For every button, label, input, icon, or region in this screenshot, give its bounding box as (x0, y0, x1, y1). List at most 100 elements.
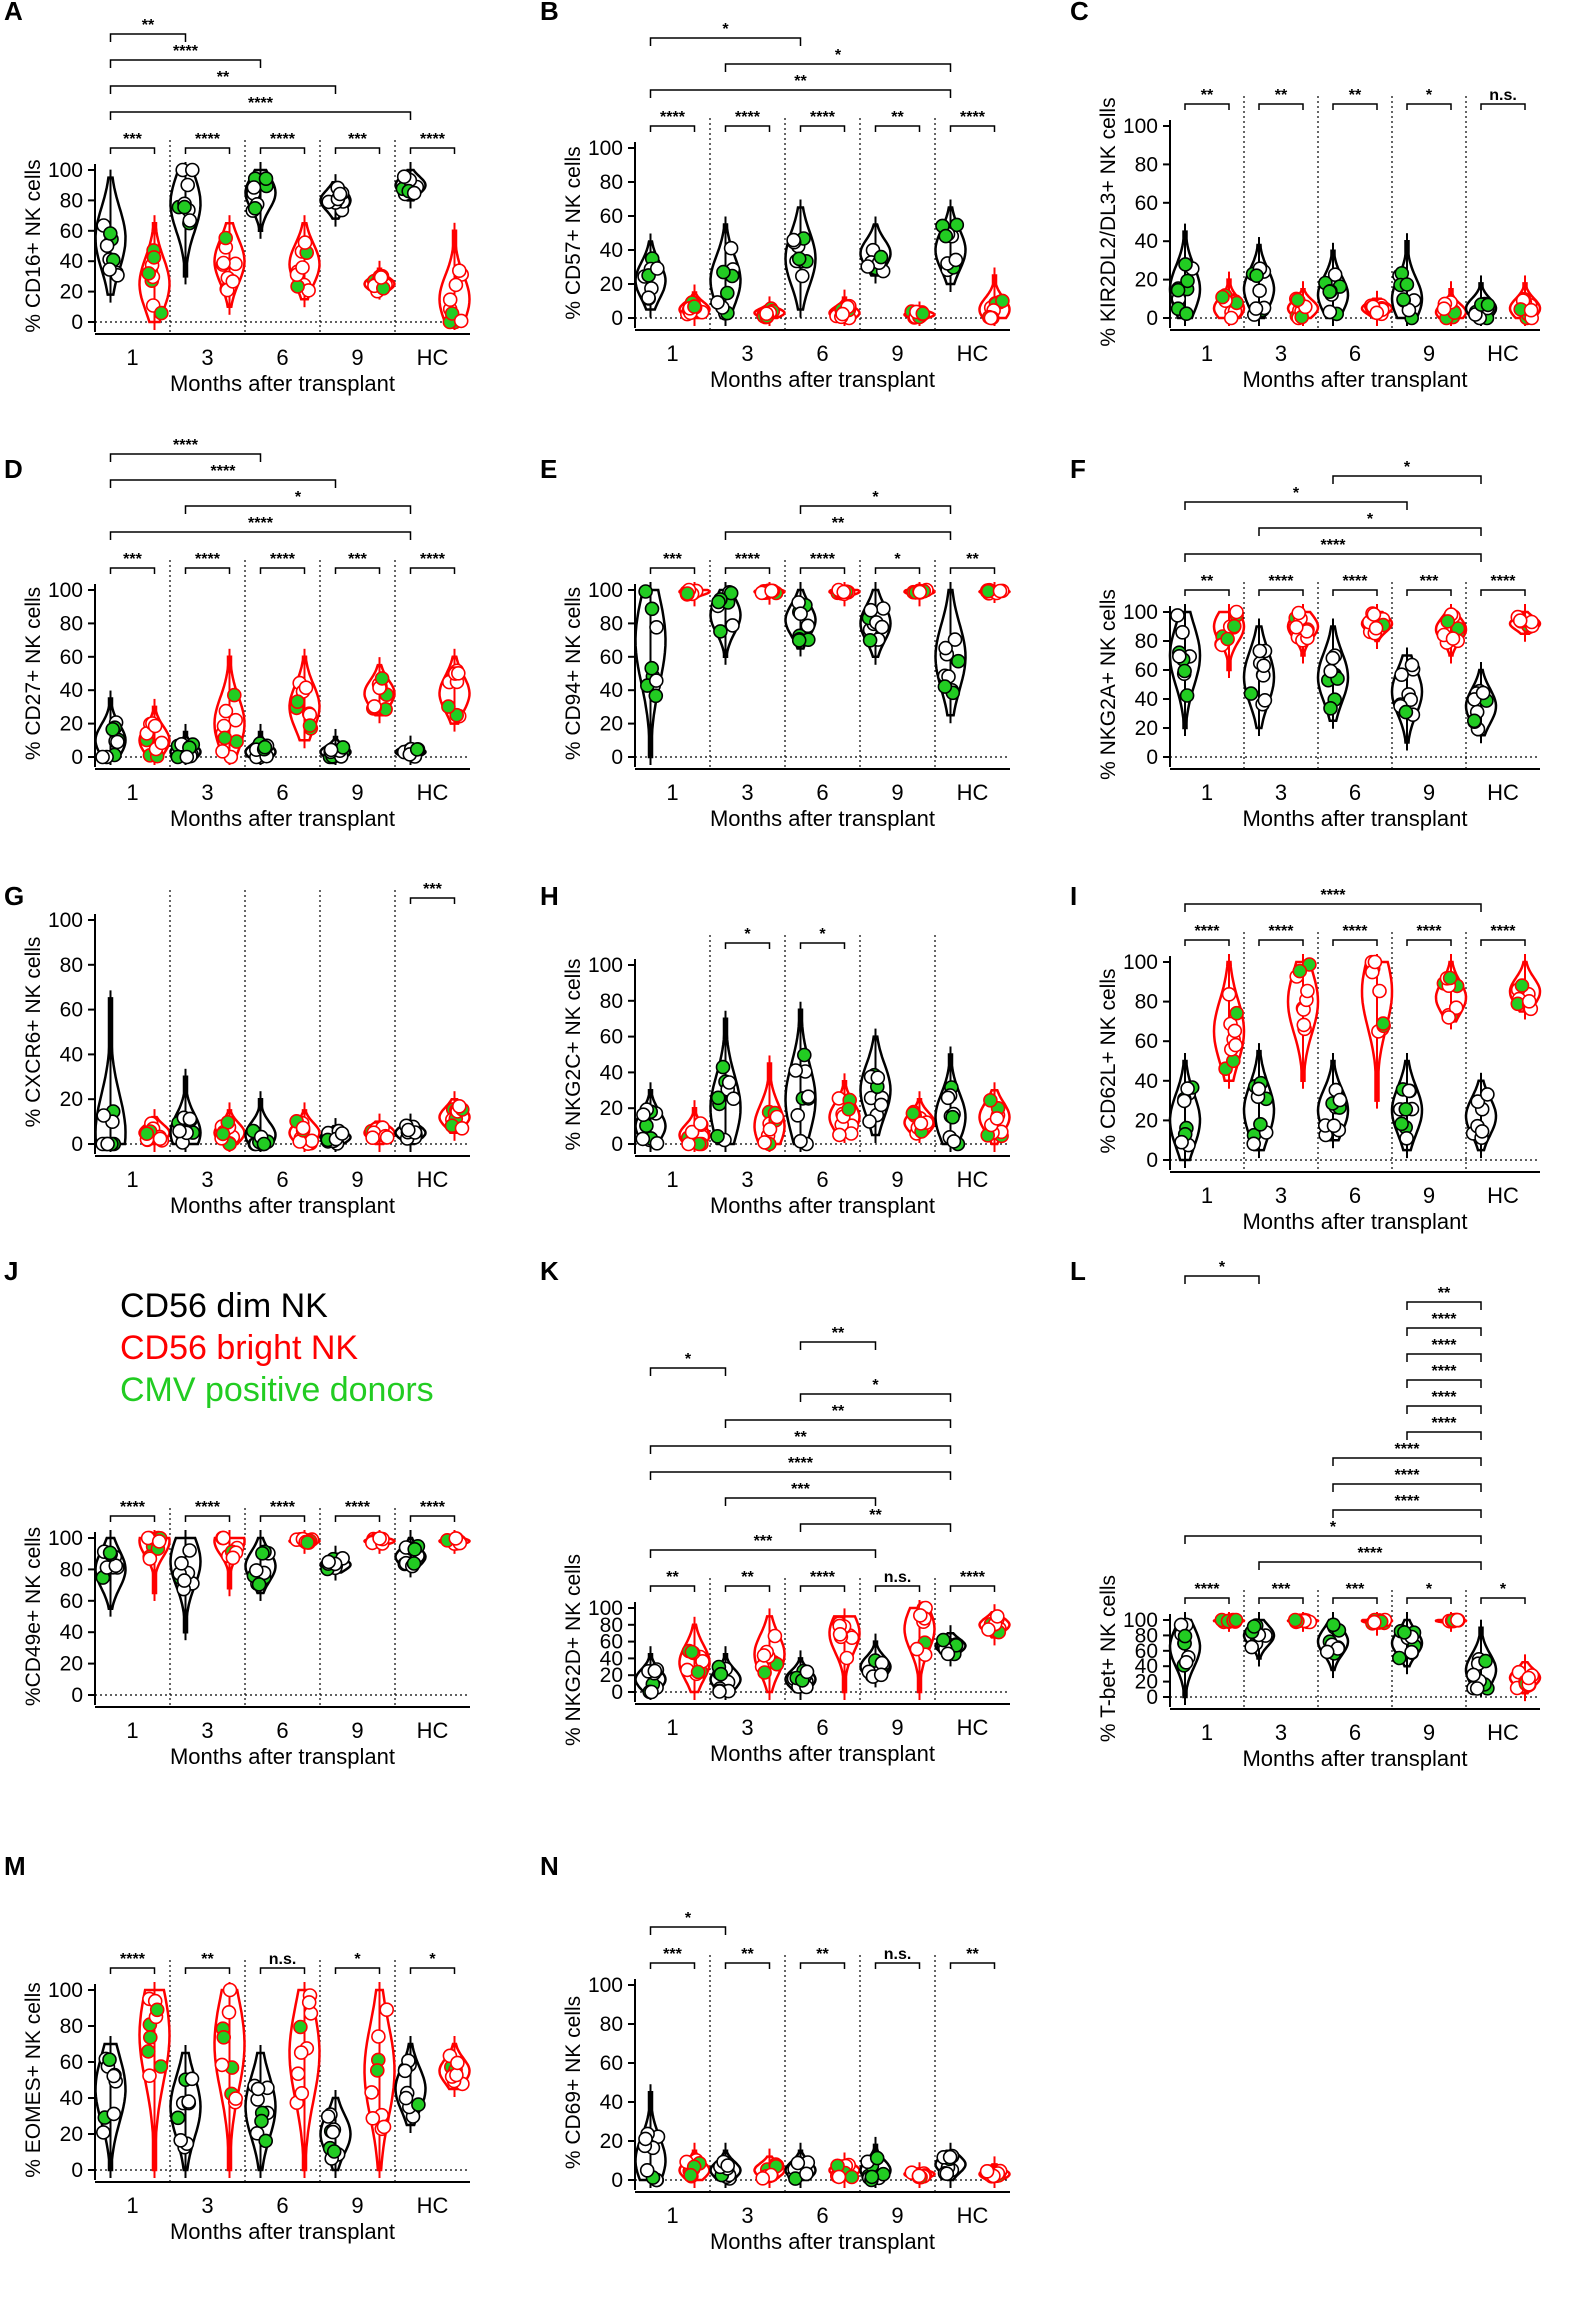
sig-bracket (109, 1515, 156, 1522)
bright-3-dot (217, 730, 233, 746)
bright-9-violin (363, 663, 396, 717)
y-tick-label: 20 (60, 2123, 83, 2146)
sig-label: n.s. (1489, 87, 1517, 104)
between-bracket (724, 1419, 952, 1428)
dim-1-dot (649, 1136, 665, 1151)
sig-label: * (744, 926, 751, 943)
bright-6-dot (836, 584, 852, 600)
bright-9-dot (912, 584, 928, 600)
sig-bracket (259, 1967, 306, 1974)
sig-bracket (259, 147, 306, 154)
bright-1-dot (1221, 986, 1237, 1002)
y-tick-label: 60 (1135, 659, 1158, 682)
legend-dim-nk: CD56 dim NK (120, 1287, 328, 1325)
dim-3-dot (712, 1684, 727, 1699)
legend-cmv-donors: CMV positive donors (120, 1371, 434, 1409)
y-tick-label: 60 (600, 2052, 623, 2075)
dim-6-dot (794, 268, 810, 284)
bright-3-dot (759, 306, 774, 322)
dim-1-dot (96, 2125, 111, 2140)
dim-3-dot (723, 585, 739, 601)
between-label: * (685, 1910, 692, 1927)
y-tick-label: 0 (1146, 746, 1158, 769)
x-axis-label: Months after transplant (170, 371, 395, 396)
y-tick-label: 60 (60, 1590, 83, 1613)
bright-9-dot (1448, 1000, 1464, 1016)
bright-3-dot (756, 1648, 772, 1663)
sig-bracket (1406, 939, 1452, 946)
x-axis-label: Months after transplant (170, 2219, 395, 2244)
x-tick-label: 3 (201, 1718, 213, 1743)
bright-3-dot (218, 703, 234, 719)
y-tick-label: 80 (60, 1558, 83, 1581)
x-tick-label: 1 (666, 341, 678, 366)
dim-3-dot (1252, 283, 1267, 299)
y-axis-label: % NKG2C+ NK cells (562, 959, 585, 1151)
dim-6-dot (246, 180, 262, 195)
sig-bracket (1406, 103, 1452, 110)
between-label: * (1404, 459, 1411, 476)
between-bracket (1332, 1509, 1482, 1518)
dim-HC-violin (394, 1536, 427, 1571)
dim-3-dot (170, 2110, 186, 2126)
y-tick-label: 40 (600, 679, 623, 702)
y-tick-label: 60 (60, 2051, 83, 2074)
dim-6-dot (1323, 700, 1338, 716)
sig-label: * (894, 551, 901, 568)
bright-3-violin (213, 655, 246, 759)
dim-HC-dot (1467, 713, 1482, 729)
dim-3-dot (177, 1573, 192, 1588)
between-label: ** (869, 1507, 882, 1524)
x-tick-label: HC (957, 1167, 989, 1192)
dim-HC-dot (406, 1556, 422, 1571)
dim-6-dot (1322, 304, 1338, 320)
dim-3-dot (180, 177, 195, 193)
dim-1-dot (648, 688, 664, 704)
bright-1-violin (678, 1106, 711, 1146)
y-tick-label: 40 (60, 679, 83, 702)
dim-1-dot (1179, 306, 1194, 322)
sig-label: **** (810, 1569, 836, 1586)
sig-bracket (1332, 939, 1378, 946)
sig-bracket (649, 1962, 696, 1969)
between-bracket (649, 89, 952, 98)
sig-label: *** (348, 551, 367, 568)
sig-bracket (334, 567, 381, 574)
bright-9-dot (364, 2085, 379, 2100)
dim-9-violin (859, 588, 892, 659)
sig-label: *** (663, 551, 682, 568)
dim-1-dot (639, 2163, 655, 2178)
y-tick-label: 20 (600, 273, 623, 296)
between-bracket (799, 505, 952, 514)
bright-6-violin (288, 1109, 321, 1146)
dim-3-dot (182, 1543, 197, 1558)
dim-9-violin (859, 1640, 892, 1681)
y-axis-label: % CD62L+ NK cells (1097, 969, 1120, 1154)
y-tick-label: 40 (600, 1061, 623, 1084)
x-tick-label: HC (1487, 1720, 1519, 1745)
panel-letter: F (1070, 454, 1086, 484)
dim-6-violin (784, 1657, 817, 1694)
bright-3-dot (222, 1982, 238, 1998)
y-tick-label: 20 (1135, 1109, 1158, 1132)
dim-3-violin (709, 1652, 742, 1694)
y-tick-label: 80 (60, 954, 83, 977)
dim-1-dot (110, 734, 125, 750)
bright-3-dot (1289, 619, 1304, 635)
sig-bracket (259, 567, 306, 574)
x-tick-label: 6 (276, 1718, 288, 1743)
x-tick-label: 6 (816, 1715, 828, 1740)
dim-9-dot (1397, 1625, 1412, 1640)
bright-HC-dot (451, 263, 467, 279)
bright-3-dot (228, 256, 243, 272)
dim-3-dot (184, 2071, 200, 2087)
x-tick-label: 1 (126, 780, 138, 805)
dim-9-dot (1399, 277, 1415, 292)
sig-label: **** (420, 1499, 446, 1516)
dim-HC-dot (409, 742, 425, 757)
bright-6-violin (828, 1080, 861, 1137)
bright-HC-violin (1508, 1661, 1542, 1695)
bright-9-dot (379, 2002, 395, 2017)
bright-3-dot (228, 2091, 243, 2106)
